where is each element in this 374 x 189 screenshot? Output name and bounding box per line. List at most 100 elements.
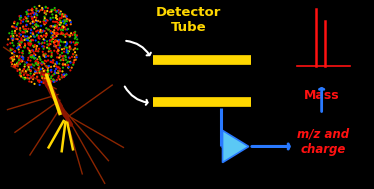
Point xyxy=(57,21,63,24)
Point xyxy=(30,74,36,77)
Point xyxy=(43,53,49,56)
Point xyxy=(19,56,25,59)
Point xyxy=(13,64,19,67)
Point xyxy=(33,62,39,65)
Point xyxy=(16,40,22,43)
Point xyxy=(15,45,21,48)
Point xyxy=(17,28,23,31)
Point xyxy=(22,31,28,34)
Point xyxy=(48,77,54,80)
Point xyxy=(28,9,34,12)
Point xyxy=(72,33,78,36)
Point xyxy=(39,75,45,78)
Point xyxy=(54,25,60,28)
Point xyxy=(31,52,37,55)
Point xyxy=(9,63,15,66)
Point xyxy=(39,6,45,9)
Point xyxy=(21,28,27,31)
Point xyxy=(46,80,52,83)
Point xyxy=(37,20,43,23)
Point xyxy=(48,80,54,83)
Point xyxy=(36,35,42,38)
Point xyxy=(65,64,71,67)
Point xyxy=(27,49,33,52)
Point xyxy=(64,46,70,49)
Point xyxy=(23,10,29,13)
Point xyxy=(15,42,21,45)
Point xyxy=(46,44,52,47)
Point xyxy=(74,34,80,37)
Point xyxy=(56,66,62,69)
Point xyxy=(54,40,60,43)
Point xyxy=(61,50,67,53)
Point xyxy=(50,36,56,39)
Point xyxy=(52,41,58,44)
Point xyxy=(58,16,64,19)
Point xyxy=(41,53,47,56)
Point xyxy=(57,12,63,15)
Point xyxy=(74,43,80,46)
Point xyxy=(59,76,65,79)
Point xyxy=(47,39,53,42)
Point xyxy=(67,47,73,50)
Point xyxy=(67,57,73,60)
Point xyxy=(59,76,65,79)
Point xyxy=(49,70,55,73)
Point xyxy=(16,15,22,18)
Point xyxy=(42,9,48,12)
Point xyxy=(60,57,66,60)
Point xyxy=(23,70,29,73)
Point xyxy=(61,13,67,16)
Point xyxy=(56,41,62,44)
Point xyxy=(24,13,30,16)
Point xyxy=(36,64,42,67)
Point xyxy=(51,49,57,52)
Point xyxy=(48,55,54,58)
Point xyxy=(40,30,46,33)
Point xyxy=(60,62,66,65)
Point xyxy=(57,70,63,73)
Point xyxy=(36,10,42,13)
Point xyxy=(40,81,46,84)
Point xyxy=(63,73,69,76)
Point xyxy=(65,60,71,63)
Point xyxy=(33,70,39,74)
Point xyxy=(9,57,15,60)
Point xyxy=(59,51,65,54)
Point xyxy=(36,61,42,64)
Point xyxy=(23,77,29,80)
Point xyxy=(52,24,58,27)
Point xyxy=(28,42,34,45)
Point xyxy=(51,32,57,35)
Point xyxy=(71,61,77,64)
Point xyxy=(20,69,26,72)
Point xyxy=(38,68,44,71)
Point xyxy=(72,30,78,33)
Point xyxy=(66,66,72,69)
Point xyxy=(52,71,58,74)
Point xyxy=(31,45,37,48)
Point xyxy=(48,25,54,28)
Point xyxy=(46,28,52,31)
Point xyxy=(22,42,28,45)
Point xyxy=(18,71,24,74)
Point xyxy=(51,73,57,76)
Point xyxy=(26,66,32,69)
Point xyxy=(11,55,17,58)
Point xyxy=(43,12,49,15)
Point xyxy=(20,25,26,28)
Point xyxy=(60,63,66,66)
Point xyxy=(45,69,51,72)
Point xyxy=(71,59,77,62)
Point xyxy=(46,47,52,50)
Point xyxy=(42,54,47,57)
Point xyxy=(22,63,28,66)
Point xyxy=(50,78,56,81)
Point xyxy=(39,63,45,66)
Point xyxy=(30,10,36,13)
Point xyxy=(56,75,62,78)
Point xyxy=(12,50,18,53)
Point xyxy=(12,63,18,66)
Point xyxy=(71,31,77,34)
Point xyxy=(13,27,19,30)
